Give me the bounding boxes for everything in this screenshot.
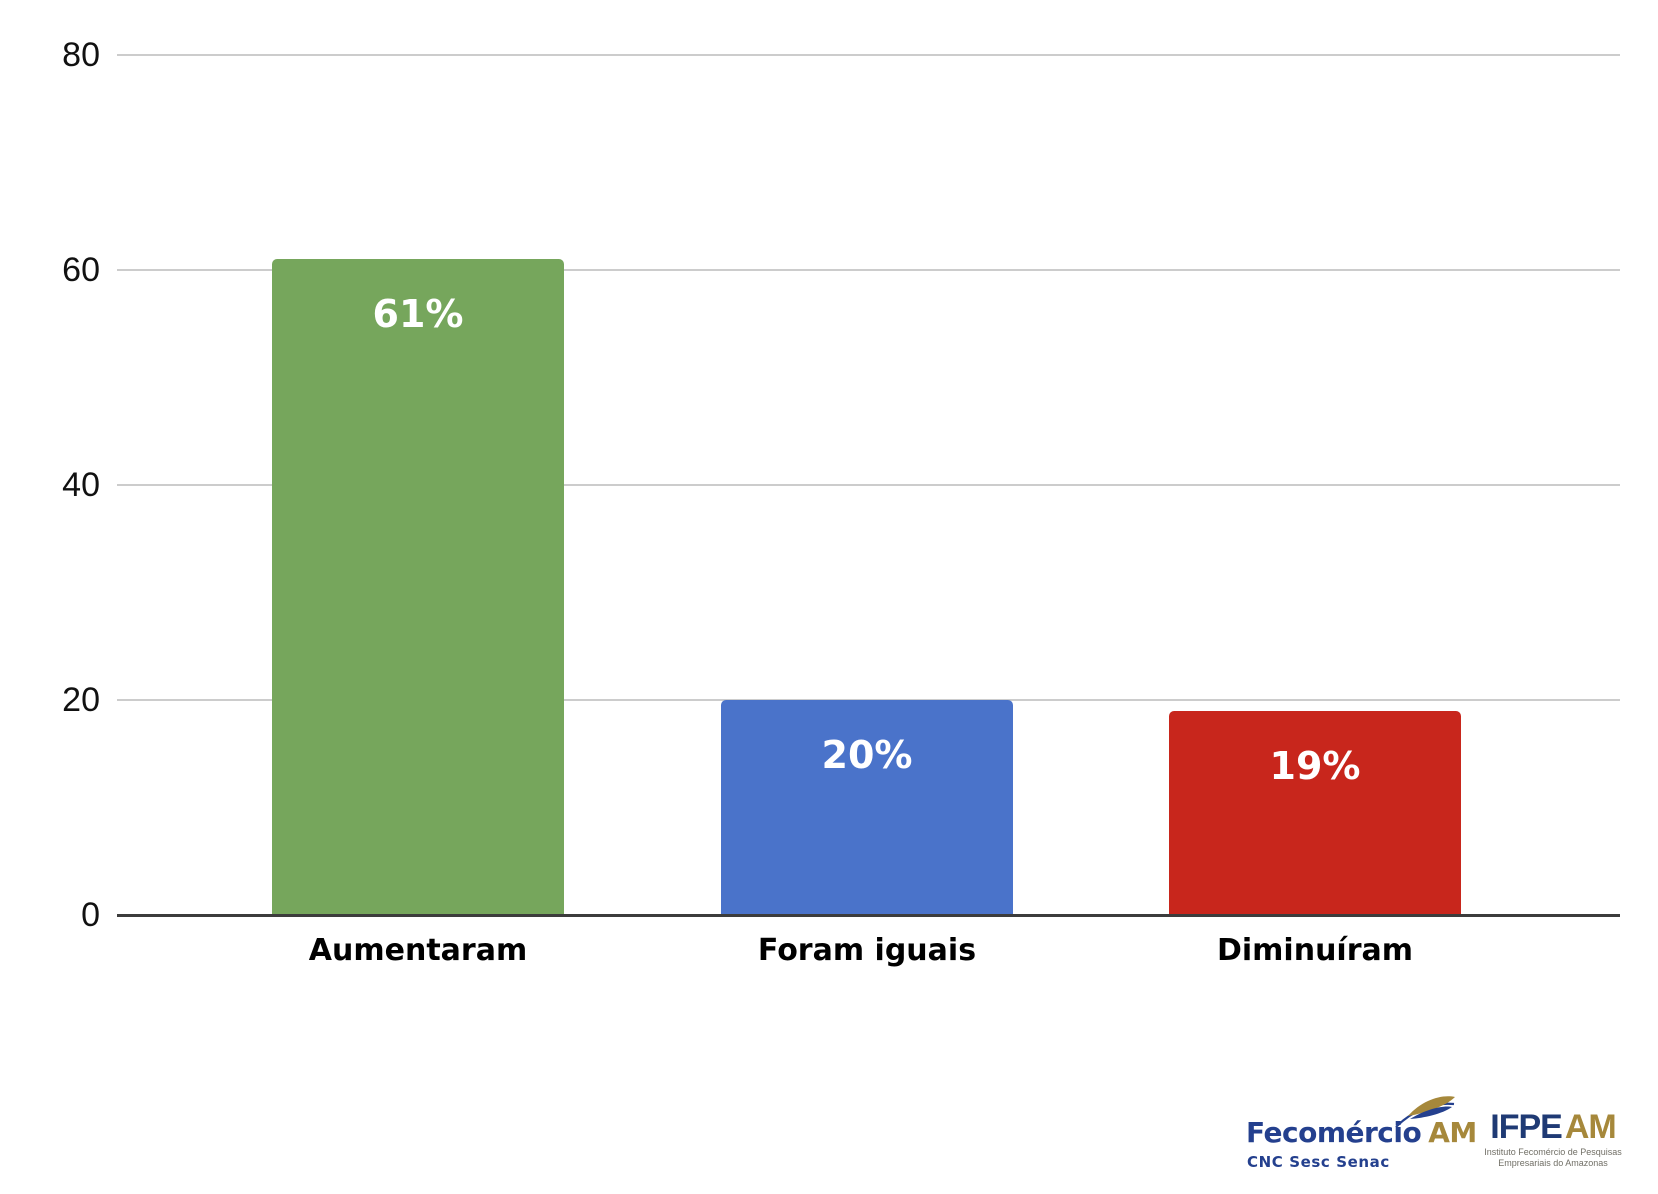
y-tick-label-80: 80 [62, 36, 100, 74]
ifpe-subtitle-line1: Instituto Fecomércio de Pesquisas [1484, 1147, 1622, 1157]
category-label: Foram iguais [757, 933, 977, 968]
ifpe-subtitle: Instituto Fecomércio de Pesquisas Empres… [1482, 1147, 1624, 1168]
ifpe-subtitle-line2: Empresariais do Amazonas [1498, 1157, 1608, 1168]
ifpe-name: IFPE [1490, 1108, 1563, 1146]
feather-gold-blade [1408, 1096, 1455, 1116]
ifpe-region: AM [1564, 1108, 1617, 1146]
ifpe-am-logo: IFPEAM Instituto Fecomércio de Pesquisas… [1482, 1110, 1624, 1168]
y-tick-label-60: 60 [62, 251, 100, 289]
bar-value-label: 20% [821, 733, 913, 777]
category-label: Diminuíram [1216, 933, 1414, 968]
feather-navy-blade [1410, 1106, 1452, 1119]
gridline-40 [117, 484, 1620, 486]
fecomercio-region: AM [1428, 1116, 1477, 1149]
cnc-sesc-senac-tagline: CNC Sesc Senac [1247, 1153, 1390, 1171]
ifpe-wordmark: IFPEAM [1482, 1110, 1624, 1144]
gridline-80 [117, 54, 1620, 56]
category-label: Aumentaram [308, 933, 528, 968]
fecomercio-am-logo: Fecomércio AM CNC Sesc Senac [1246, 1092, 1477, 1174]
bar-value-label: 61% [372, 292, 464, 337]
y-tick-label-40: 40 [62, 466, 100, 504]
bar-aumentaram [272, 259, 564, 915]
fecomercio-name: Fecomércio [1246, 1116, 1422, 1149]
feather-icon [1395, 1096, 1455, 1128]
bar-value-label: 19% [1269, 743, 1361, 788]
y-tick-label-20: 20 [62, 681, 100, 719]
bar-diminuíram [1169, 710, 1461, 915]
fecomercio-wordmark: Fecomércio AM [1246, 1118, 1477, 1148]
gridline-60 [117, 269, 1620, 271]
y-tick-label-0: 0 [81, 896, 100, 934]
bar-foram-iguais [721, 700, 1013, 915]
x-axis-line [117, 914, 1620, 917]
